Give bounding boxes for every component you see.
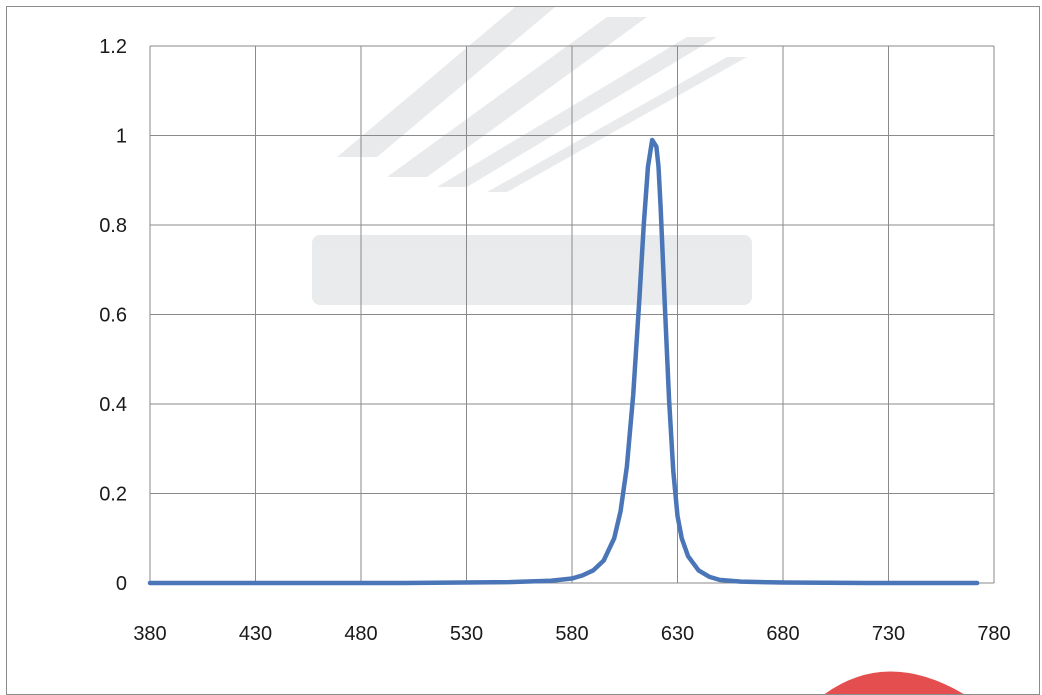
line-chart: 0 0.2 0.4 0.6 0.8 1 1.2 380 430 480 530 580 630 680 7…	[99, 7, 1011, 694]
y-tick-label: 1.2	[99, 36, 127, 58]
y-tick-label: 0.6	[99, 305, 127, 327]
y-tick-label: 0	[116, 573, 127, 595]
y-tick-label: 0.8	[99, 215, 127, 237]
chart-frame: 0 0.2 0.4 0.6 0.8 1 1.2 380 430 480 530 580 630 680 7…	[6, 6, 1040, 695]
series-line	[147, 137, 980, 586]
brand-logo	[824, 671, 964, 694]
x-tick-label: 480	[344, 623, 377, 645]
x-axis-ticks: 380 430 480 530 580 630 680 730 780	[133, 623, 1010, 645]
x-tick-label: 530	[450, 623, 483, 645]
x-tick-label: 580	[555, 623, 588, 645]
y-axis-ticks: 0 0.2 0.4 0.6 0.8 1 1.2	[99, 36, 127, 595]
grid	[149, 45, 995, 584]
x-tick-label: 680	[766, 623, 799, 645]
x-tick-label: 430	[239, 623, 272, 645]
x-tick-label: 780	[977, 623, 1010, 645]
y-tick-label: 0.2	[99, 484, 127, 506]
x-tick-label: 380	[133, 623, 166, 645]
y-tick-label: 1	[116, 126, 127, 148]
brand-watermark	[312, 7, 752, 305]
x-tick-label: 630	[661, 623, 694, 645]
y-tick-label: 0.4	[99, 394, 127, 416]
x-tick-label: 730	[872, 623, 905, 645]
